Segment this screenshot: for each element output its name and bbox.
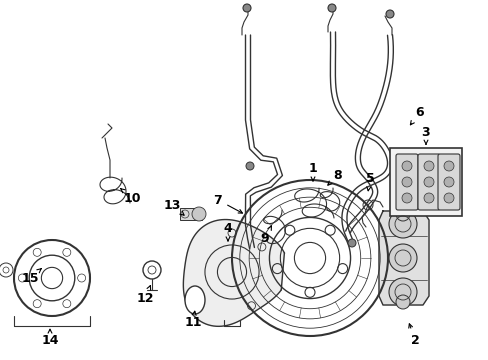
Circle shape xyxy=(401,161,411,171)
FancyBboxPatch shape xyxy=(395,154,417,210)
Circle shape xyxy=(327,4,335,12)
Circle shape xyxy=(245,162,253,170)
Circle shape xyxy=(443,177,453,187)
Text: 6: 6 xyxy=(409,105,424,125)
Circle shape xyxy=(423,177,433,187)
Text: 7: 7 xyxy=(213,194,242,213)
Circle shape xyxy=(243,4,250,12)
Text: 14: 14 xyxy=(41,329,59,346)
Circle shape xyxy=(347,239,355,247)
Polygon shape xyxy=(378,211,428,305)
Bar xyxy=(389,148,461,216)
Circle shape xyxy=(388,278,416,306)
Text: 15: 15 xyxy=(21,269,41,284)
Circle shape xyxy=(423,193,433,203)
FancyBboxPatch shape xyxy=(437,154,459,210)
Text: 11: 11 xyxy=(184,311,202,328)
Circle shape xyxy=(443,161,453,171)
Polygon shape xyxy=(183,220,284,326)
Text: 2: 2 xyxy=(408,324,419,346)
Circle shape xyxy=(388,210,416,238)
Circle shape xyxy=(395,207,409,221)
Circle shape xyxy=(385,10,393,18)
Circle shape xyxy=(192,207,205,221)
Text: 1: 1 xyxy=(308,162,317,181)
Bar xyxy=(180,208,202,220)
Text: 9: 9 xyxy=(260,226,271,244)
Text: 8: 8 xyxy=(327,168,342,185)
Circle shape xyxy=(388,244,416,272)
Circle shape xyxy=(401,193,411,203)
Text: 4: 4 xyxy=(223,221,232,241)
Ellipse shape xyxy=(184,286,204,314)
Text: 13: 13 xyxy=(163,198,183,215)
Circle shape xyxy=(401,177,411,187)
Circle shape xyxy=(395,295,409,309)
Text: 12: 12 xyxy=(136,285,153,305)
FancyBboxPatch shape xyxy=(417,154,439,210)
Text: 10: 10 xyxy=(121,189,141,204)
Text: 3: 3 xyxy=(421,126,429,144)
Circle shape xyxy=(423,161,433,171)
Circle shape xyxy=(443,193,453,203)
Text: 5: 5 xyxy=(365,171,374,191)
